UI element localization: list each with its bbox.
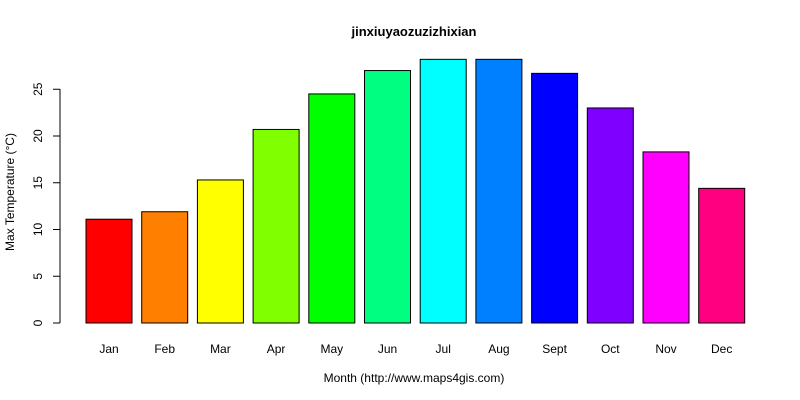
bar-may xyxy=(308,93,356,324)
x-tick-label: Jan xyxy=(99,342,118,356)
x-tick-label: Sept xyxy=(542,342,567,356)
y-axis-ticks: 0 5 10 15 20 25 xyxy=(31,82,60,326)
x-tick-label: Jun xyxy=(378,342,397,356)
x-tick-label: May xyxy=(320,342,343,356)
y-tick-label: 10 xyxy=(31,223,45,237)
bar-oct xyxy=(586,107,634,324)
x-axis-tick-labels: Jan Feb Mar Apr May Jun Jul Aug Sept Oct Nov Dec xyxy=(99,342,732,356)
bar-aug xyxy=(475,58,523,324)
y-tick-label: 20 xyxy=(31,129,45,143)
chart-title: jinxiuyaozuzizhixian xyxy=(351,24,477,39)
bar-apr xyxy=(252,128,300,324)
x-tick-label: Nov xyxy=(655,342,676,356)
y-tick-label: 15 xyxy=(31,176,45,190)
y-tick-label: 0 xyxy=(31,319,45,326)
x-tick-label: Aug xyxy=(488,342,509,356)
x-tick-label: Jul xyxy=(436,342,451,356)
x-tick-label: Feb xyxy=(154,342,175,356)
bar-mar xyxy=(196,179,244,324)
x-tick-label: Mar xyxy=(210,342,231,356)
y-tick-label: 25 xyxy=(31,82,45,96)
x-tick-label: Dec xyxy=(711,342,732,356)
x-axis-label: Month (http://www.maps4gis.com) xyxy=(324,371,505,385)
bar-feb xyxy=(141,211,189,324)
bars-group xyxy=(85,58,746,324)
y-tick-label: 5 xyxy=(31,273,45,280)
x-tick-label: Oct xyxy=(601,342,620,356)
bar-jan xyxy=(85,218,133,324)
x-tick-label: Apr xyxy=(267,342,286,356)
bar-nov xyxy=(642,151,690,324)
bar-dec xyxy=(698,187,746,324)
bar-jun xyxy=(364,70,411,324)
bar-jul xyxy=(419,58,467,324)
y-axis-label: Max Temperature (°C) xyxy=(3,133,17,251)
bar-sept xyxy=(531,72,579,324)
